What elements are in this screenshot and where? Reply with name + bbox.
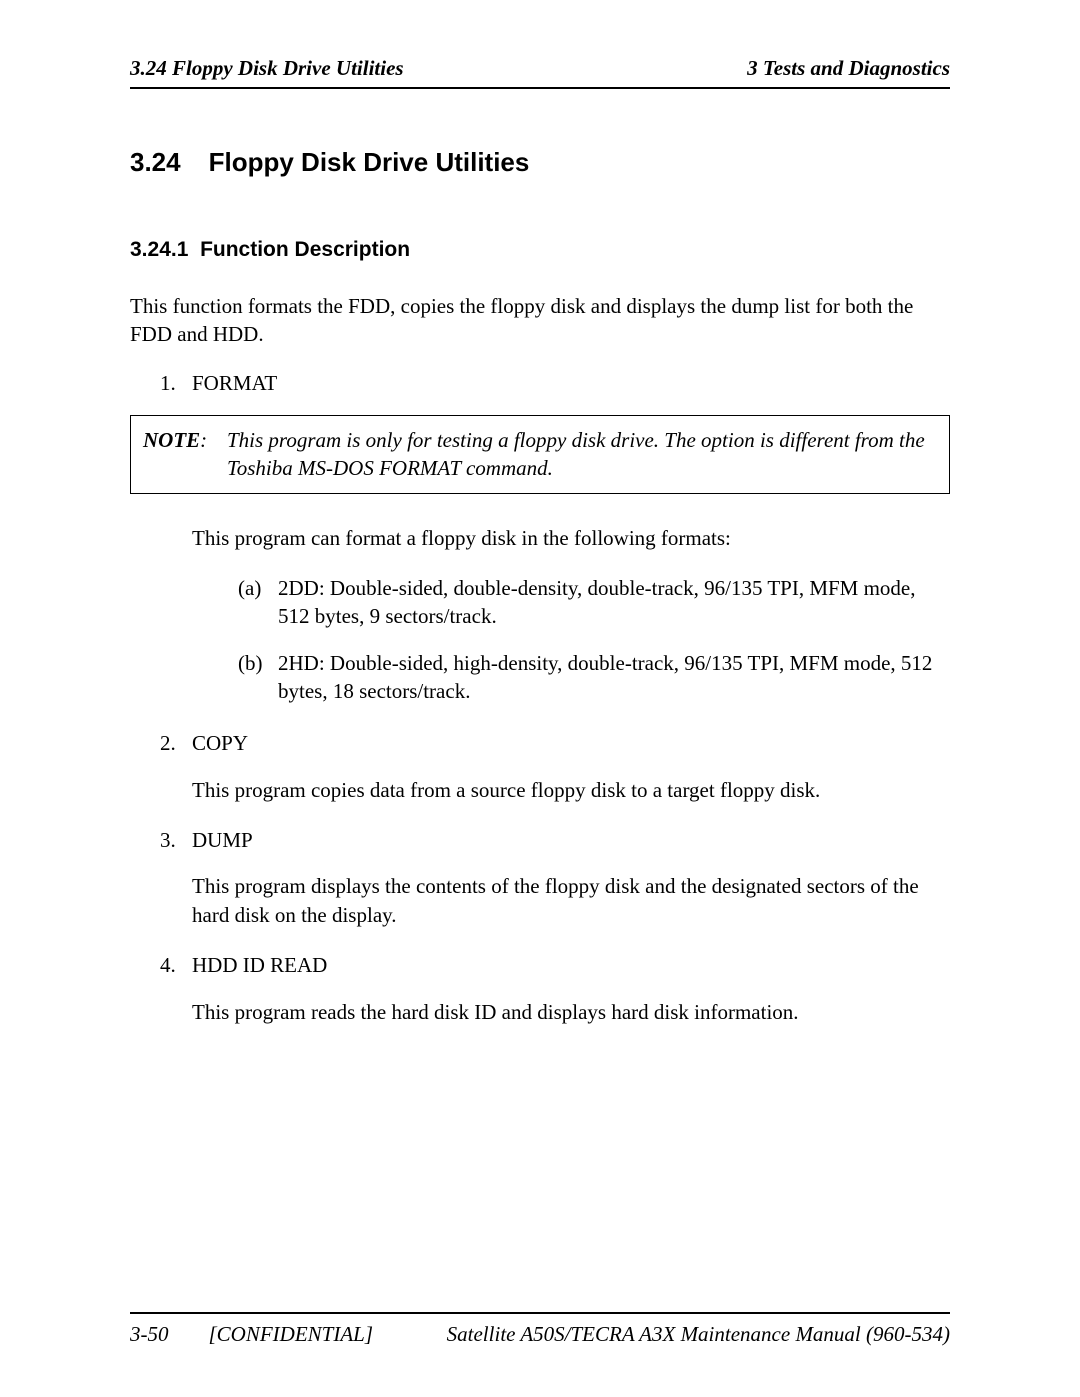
list-item: 4. HDD ID READ (130, 951, 950, 979)
subsection-number: 3.24.1 (130, 238, 188, 261)
page-header: 3.24 Floppy Disk Drive Utilities 3 Tests… (130, 56, 950, 89)
list-item-description: This program displays the contents of th… (130, 872, 950, 929)
sub-list-item-text: 2HD: Double-sided, high-density, double-… (278, 649, 950, 706)
list-item-label: HDD ID READ (192, 951, 950, 979)
sub-list-item-label: (b) (192, 649, 278, 706)
list-item-number: 3. (130, 826, 192, 854)
list-item-label: FORMAT (192, 369, 950, 397)
sub-list-item: (b) 2HD: Double-sided, high-density, dou… (192, 649, 950, 706)
footer-confidential: [CONFIDENTIAL] (209, 1322, 374, 1347)
document-page: 3.24 Floppy Disk Drive Utilities 3 Tests… (0, 0, 1080, 1397)
footer-manual-title: Satellite A50S/TECRA A3X Maintenance Man… (447, 1322, 950, 1347)
subsection-title: 3.24.1 Function Description (130, 238, 950, 262)
list-item-label: DUMP (192, 826, 950, 854)
list-item-description: This program reads the hard disk ID and … (130, 998, 950, 1026)
list-item-number: 1. (130, 369, 192, 397)
note-label: NOTE: (143, 426, 227, 483)
header-left: 3.24 Floppy Disk Drive Utilities (130, 56, 404, 81)
footer-page-number: 3-50 (130, 1322, 169, 1347)
note-text: This program is only for testing a flopp… (227, 426, 937, 483)
note-box: NOTE: This program is only for testing a… (130, 415, 950, 494)
format-intro: This program can format a floppy disk in… (130, 524, 950, 552)
list-item: 3. DUMP (130, 826, 950, 854)
list-item-label: COPY (192, 729, 950, 757)
list-item-number: 4. (130, 951, 192, 979)
section-heading-text: Floppy Disk Drive Utilities (209, 147, 530, 177)
sub-list-item-label: (a) (192, 574, 278, 631)
header-right: 3 Tests and Diagnostics (747, 56, 950, 81)
page-footer: 3-50 [CONFIDENTIAL] Satellite A50S/TECRA… (130, 1312, 950, 1347)
intro-paragraph: This function formats the FDD, copies th… (130, 292, 950, 349)
list-item: 1. FORMAT (130, 369, 950, 397)
subsection-heading-text: Function Description (200, 238, 410, 261)
sub-list-item: (a) 2DD: Double-sided, double-density, d… (192, 574, 950, 631)
list-item-description: This program copies data from a source f… (130, 776, 950, 804)
section-title: 3.24 Floppy Disk Drive Utilities (130, 147, 950, 178)
sub-list-item-text: 2DD: Double-sided, double-density, doubl… (278, 574, 950, 631)
section-number: 3.24 (130, 147, 181, 178)
list-item-number: 2. (130, 729, 192, 757)
list-item: 2. COPY (130, 729, 950, 757)
